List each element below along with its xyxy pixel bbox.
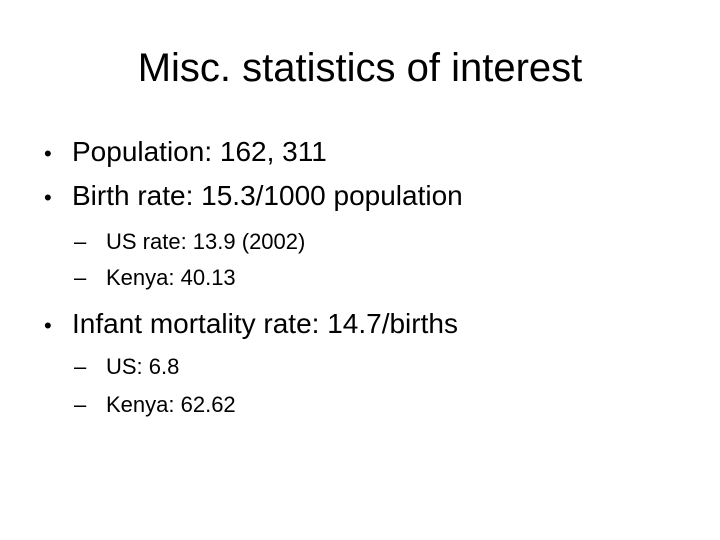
bullet-marker: •: [44, 185, 52, 210]
sub-marker: –: [74, 229, 87, 254]
bullet-text: Birth rate: 15.3/1000 population: [72, 180, 463, 211]
sub-marker: –: [74, 265, 87, 290]
bullet-item-birth-rate: • Birth rate: 15.3/1000 population: [44, 179, 644, 213]
sub-marker: –: [74, 354, 87, 379]
sub-text: US: 6.8: [106, 354, 180, 379]
sub-item-kenya-infant: – Kenya: 62.62: [74, 391, 574, 419]
bullet-marker: •: [44, 141, 52, 166]
sub-item-us-infant: – US: 6.8: [74, 353, 574, 381]
sub-marker: –: [74, 392, 87, 417]
bullet-text: Infant mortality rate: 14.7/births: [72, 308, 458, 339]
bullet-item-infant-mortality: • Infant mortality rate: 14.7/births: [44, 307, 644, 341]
sub-text: Kenya: 62.62: [106, 392, 236, 417]
sub-text: Kenya: 40.13: [106, 265, 236, 290]
bullet-text: Population: 162, 311: [72, 136, 327, 167]
slide-title: Misc. statistics of interest: [137, 46, 583, 90]
sub-item-us-rate: – US rate: 13.9 (2002): [74, 228, 574, 256]
bullet-item-population: • Population: 162, 311: [44, 135, 644, 169]
sub-text: US rate: 13.9 (2002): [106, 229, 306, 254]
bullet-marker: •: [44, 313, 52, 338]
sub-item-kenya-rate: – Kenya: 40.13: [74, 264, 574, 292]
